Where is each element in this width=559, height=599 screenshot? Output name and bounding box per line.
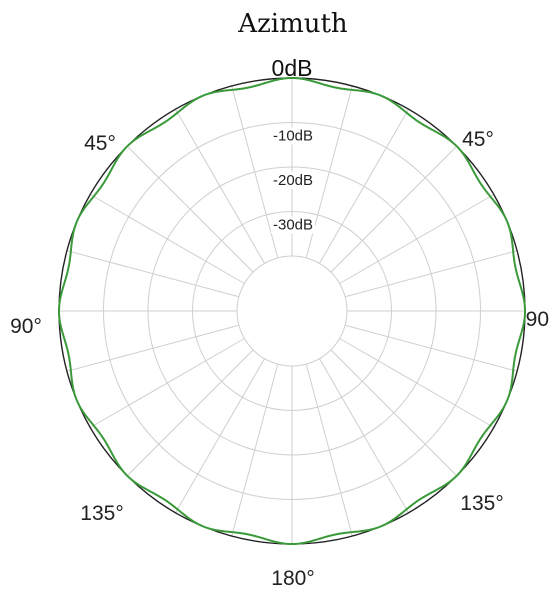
series-layer bbox=[57, 76, 527, 546]
angle-labels: 0dB 45° 90 135° 180° 135° 90° 45° bbox=[10, 55, 549, 590]
ring-label: -30dB bbox=[273, 217, 313, 234]
angle-label: 45° bbox=[84, 132, 116, 155]
angle-label: 135° bbox=[460, 492, 503, 515]
angle-label: 45° bbox=[462, 128, 494, 151]
grid-ring bbox=[192, 211, 392, 411]
grid-ring bbox=[236, 255, 348, 367]
ring-label-bg bbox=[270, 172, 316, 189]
angle-label: 90° bbox=[10, 315, 42, 338]
series-line bbox=[57, 76, 527, 546]
grid-ring bbox=[147, 166, 437, 456]
ring-label-bg bbox=[270, 127, 316, 145]
angle-label: 135° bbox=[80, 502, 123, 525]
angle-label: 180° bbox=[271, 567, 314, 590]
ring-label: -10dB bbox=[273, 128, 313, 145]
ring-label: -20dB bbox=[273, 172, 313, 189]
chart-title: Azimuth bbox=[237, 9, 348, 39]
polar-grid: -10dB -20dB -30dB bbox=[58, 77, 526, 545]
grid-ring bbox=[103, 122, 481, 500]
angle-label: 0dB bbox=[272, 55, 313, 81]
ring-label-bg bbox=[270, 216, 316, 234]
angle-label: 90 bbox=[526, 308, 549, 331]
